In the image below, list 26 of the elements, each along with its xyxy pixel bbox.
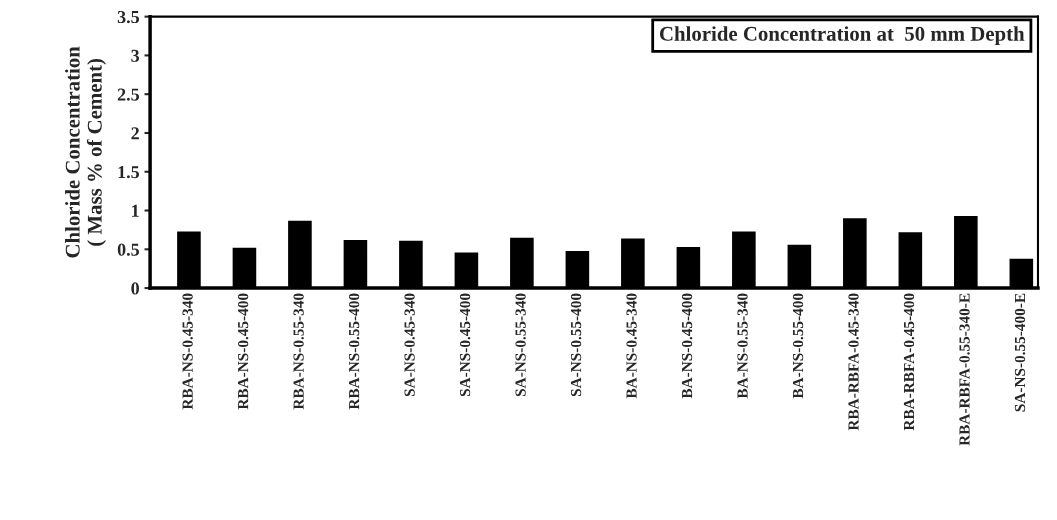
y-tick-label: 1 — [132, 204, 139, 217]
y-tick-label: 0.5 — [117, 243, 140, 256]
chart-title: Chloride Concentration at 50 mm Depth — [659, 26, 1025, 46]
x-tick-label: SA-NS-0.55-340 — [515, 293, 526, 397]
x-tick-label: RBA-RBFA-0.55-340-E — [959, 293, 970, 446]
y-tick-label: 3 — [131, 49, 140, 62]
y-tick-label: 2 — [131, 127, 139, 140]
x-tick-label: SA-NS-0.55-400-E — [1014, 293, 1026, 412]
y-tick-label: 3.5 — [117, 10, 140, 24]
x-tick-label: RBA-RBFA-0.45-340 — [848, 293, 859, 431]
x-tick-label: SA-NS-0.55-400 — [570, 293, 582, 397]
x-tick-label: RBA-NS-0.45-400 — [237, 293, 249, 410]
x-tick-label: RBA-NS-0.55-400 — [348, 293, 360, 410]
x-tick-label: BA-NS-0.45-340 — [626, 293, 637, 399]
y-tick-label: 2.5 — [117, 88, 140, 101]
x-tick-label: SA-NS-0.45-340 — [404, 293, 415, 397]
y-tick-label: 1.5 — [118, 166, 140, 179]
x-tick-label: BA-NS-0.55-340 — [737, 293, 748, 399]
x-tick-label: BA-NS-0.55-400 — [792, 293, 804, 399]
x-tick-label: RBA-NS-0.45-340 — [182, 293, 193, 410]
x-tick-label: BA-NS-0.45-400 — [681, 293, 693, 399]
y-tick-label: 0 — [131, 282, 139, 295]
x-tick-label: RBA-NS-0.55-340 — [293, 293, 304, 410]
x-tick-label: RBA-RBFA-0.45-400 — [903, 293, 915, 431]
x-tick-label: SA-NS-0.45-400 — [459, 293, 471, 397]
y-axis-title: Chloride Concentration ( Mass % of Cement) — [65, 46, 106, 258]
